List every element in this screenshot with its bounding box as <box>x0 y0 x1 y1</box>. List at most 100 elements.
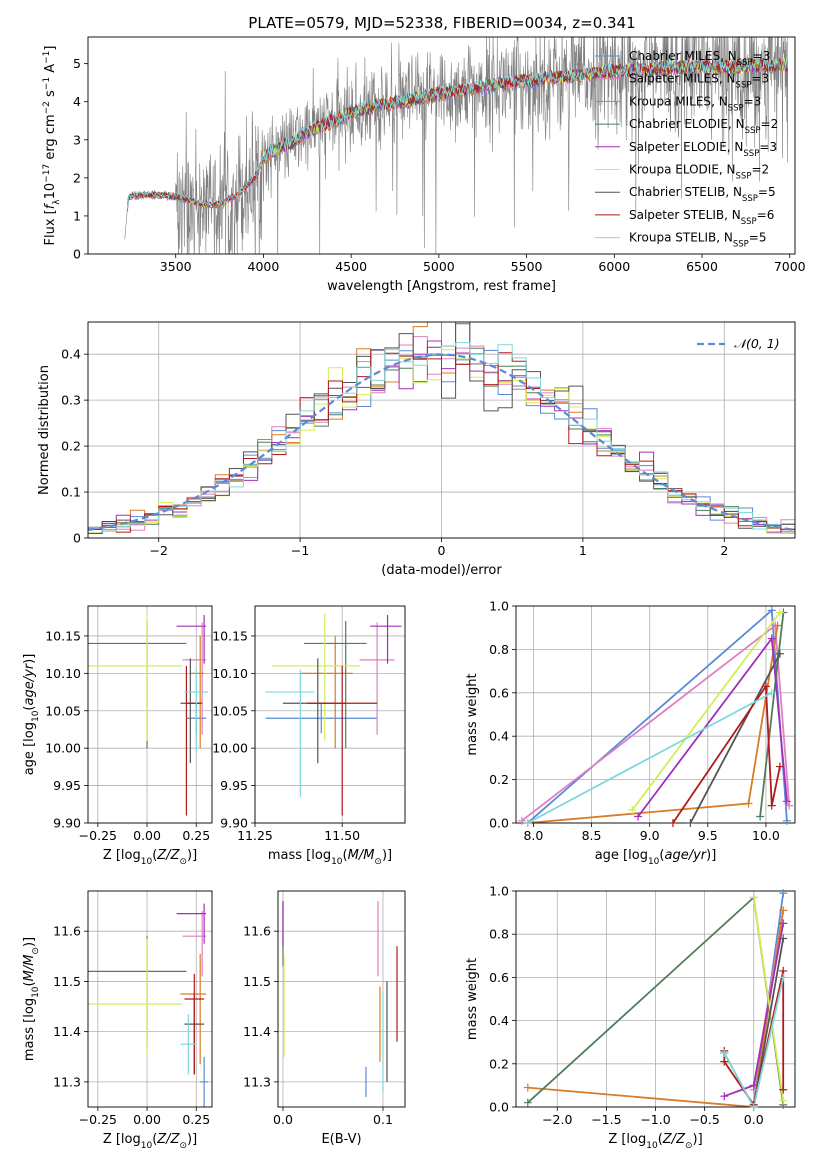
mass-vs-Z-ytick-label: 11.3 <box>53 1074 81 1089</box>
mass-weight-line <box>637 636 788 818</box>
massweight-vs-Z-xtick-label: −1.0 <box>640 1112 670 1127</box>
mass-vs-Z-ytick-label: 11.4 <box>53 1024 81 1039</box>
massweight-vs-age-ytick-label: 0.6 <box>489 685 509 700</box>
mass-weight-marker <box>775 608 784 617</box>
mass-weight-marker <box>686 819 695 827</box>
massweight-vs-age-grid <box>516 605 795 824</box>
mass-vs-Z-ytick-label: 11.5 <box>53 974 81 989</box>
spectrum-xtick-label: 7000 <box>774 259 806 274</box>
legend-entry: Chabrier STELIB, NSSP=5 <box>629 185 776 204</box>
age-vs-mass-ytick-label: 10.15 <box>212 628 248 643</box>
spectrum-ytick-label: 5 <box>73 56 81 71</box>
mass-weight-marker <box>628 805 637 814</box>
mass-vs-Z-ylabel: mass [log10(M/M⊙)] <box>22 937 41 1061</box>
mass-vs-Z-xtick-label: 0.25 <box>182 1112 210 1127</box>
massweight-vs-age-xtick-label: 8.0 <box>523 828 543 843</box>
massweight-vs-age-panel: 8.0 8.5 9.0 9.5 10.0 0.0 0.2 0.4 0.6 0.8 1.0 age [l… <box>465 599 796 867</box>
age-vs-mass-ytick-label: 10.00 <box>212 741 248 756</box>
residuals-xtick-label: 2 <box>720 543 728 558</box>
spectrum-data-line <box>124 37 789 254</box>
spectrum-panel: 3500 4000 4500 5000 5500 6000 6500 7000 0 1 2 3 4 5 wa… <box>42 36 806 294</box>
spectrum-xtick-label: 5500 <box>511 259 543 274</box>
age-vs-Z-panel: −0.25 0.00 0.25 9.90 9.95 10.00 10.05 10.10 10.1… <box>22 605 213 867</box>
legend-entry: Kroupa STELIB, NSSP=5 <box>629 231 767 250</box>
massweight-vs-Z-ytick-label: 0.0 <box>489 1100 509 1115</box>
massweight-vs-Z-panel: −2.0 −1.5 −1.0 −0.5 0.0 0.0 0.2 0.4 0.6 0.8 1.0 Z [… <box>465 884 796 1151</box>
massweight-vs-age-xtick-label: 9.5 <box>698 828 718 843</box>
mass-weight-marker <box>634 812 643 821</box>
mass-vs-Z-ytick-label: 11.6 <box>53 924 81 939</box>
massweight-vs-Z-ytick-label: 1.0 <box>489 884 509 899</box>
residuals-ytick-label: 0.3 <box>61 393 81 408</box>
spectrum-ytick-label: 0 <box>73 247 81 262</box>
mass-weight-marker <box>517 816 526 825</box>
spectrum-xtick-label: 4000 <box>248 259 280 274</box>
mass-vs-ebv-xtick-label: 0.1 <box>373 1112 393 1127</box>
age-vs-mass-xlabel: mass [log10(M/M⊙)] <box>268 848 392 867</box>
massweight-vs-age-ylabel: mass weight <box>465 673 480 755</box>
mass-weight-marker <box>779 973 788 982</box>
mass-weight-marker <box>779 934 788 943</box>
legend-entry: Kroupa MILES, NSSP=3 <box>629 94 761 113</box>
age-vs-Z-xtick-label: 0.25 <box>182 828 210 843</box>
age-vs-mass-ytick-label: 10.10 <box>212 666 248 681</box>
mass-vs-ebv-xtick-label: 0.0 <box>273 1112 293 1127</box>
spectrum-plot-area <box>124 37 789 254</box>
mass-weight-marker <box>785 801 794 810</box>
massweight-vs-Z-xtick-label: −1.5 <box>591 1112 621 1127</box>
spectrum-xlabel: wavelength [Angstrom, rest frame] <box>327 279 556 294</box>
legend-entry: 𝒩(0, 1) <box>734 336 780 351</box>
mass-weight-marker <box>775 762 784 771</box>
mass-weight-marker <box>761 682 770 691</box>
age-vs-Z-ytick-label: 9.95 <box>53 778 81 793</box>
legend-entry: Salpeter STELIB, NSSP=6 <box>629 208 774 227</box>
residuals-xtick-label: 1 <box>579 543 587 558</box>
age-vs-Z-plot-area <box>88 613 209 816</box>
spectrum-model-line <box>127 59 788 208</box>
massweight-vs-Z-ytick-label: 0.2 <box>489 1056 509 1071</box>
massweight-vs-Z-ytick-label: 0.4 <box>489 1013 509 1028</box>
mass-vs-Z-frame <box>87 890 213 1108</box>
massweight-vs-age-ytick-label: 1.0 <box>489 599 509 614</box>
residual-histogram <box>88 322 795 534</box>
mass-weight-marker <box>779 1096 788 1105</box>
mass-vs-ebv-frame <box>277 890 406 1108</box>
mass-weight-line <box>752 897 785 1101</box>
residuals-xlabel: (data-model)/error <box>381 563 502 578</box>
mass-vs-Z-xlabel: Z [log10(Z/Z⊙)] <box>103 1132 197 1151</box>
mass-weight-marker <box>767 606 776 615</box>
mass-vs-Z-plot-area <box>88 903 209 1107</box>
spectrum-xtick-label: 4500 <box>335 259 367 274</box>
age-vs-Z-ylabel: age [log10(age/yr)] <box>22 654 41 776</box>
spectrum-xtick-label: 6500 <box>686 259 718 274</box>
figure-title: PLATE=0579, MJD=52338, FIBERID=0034, z=0… <box>248 14 635 32</box>
mass-weight-line <box>527 692 773 823</box>
mass-weight-marker <box>773 621 782 630</box>
mass-vs-Z-xtick-label: 0.00 <box>133 1112 161 1127</box>
massweight-vs-Z-ytick-label: 0.6 <box>489 970 509 985</box>
mass-vs-Z-panel: −0.25 0.00 0.25 11.3 11.4 11.5 11.6 Z [log10(Z/… <box>22 890 213 1151</box>
legend-entry: Kroupa ELODIE, NSSP=2 <box>629 163 769 182</box>
mass-vs-Z-xtick-label: −0.25 <box>79 1112 117 1127</box>
age-vs-mass-grid <box>254 606 405 824</box>
age-vs-mass-frame <box>254 605 406 824</box>
spectrum-ytick-label: 4 <box>73 94 81 109</box>
mass-weight-marker <box>720 1057 729 1066</box>
legend-entry: Chabrier MILES, NSSP=3 <box>629 49 770 68</box>
mass-weight-marker <box>767 688 776 697</box>
mass-weight-marker <box>523 1098 532 1107</box>
age-vs-Z-ytick-label: 10.05 <box>45 703 81 718</box>
mass-weight-marker <box>767 634 776 643</box>
massweight-vs-age-ytick-label: 0.2 <box>489 772 509 787</box>
mass-weight-marker <box>749 893 758 902</box>
mass-weight-marker <box>720 1092 729 1101</box>
mass-weight-marker <box>720 1049 729 1057</box>
massweight-vs-age-xtick-label: 9.0 <box>640 828 660 843</box>
legend-entry: Salpeter ELODIE, NSSP=3 <box>629 140 777 159</box>
mass-weight-line <box>689 653 781 823</box>
spectrum-model-line <box>127 57 788 209</box>
spectrum-ytick-label: 1 <box>73 208 81 223</box>
age-vs-mass-ytick-label: 9.95 <box>220 778 248 793</box>
residuals-xtick-label: −2 <box>149 543 167 558</box>
